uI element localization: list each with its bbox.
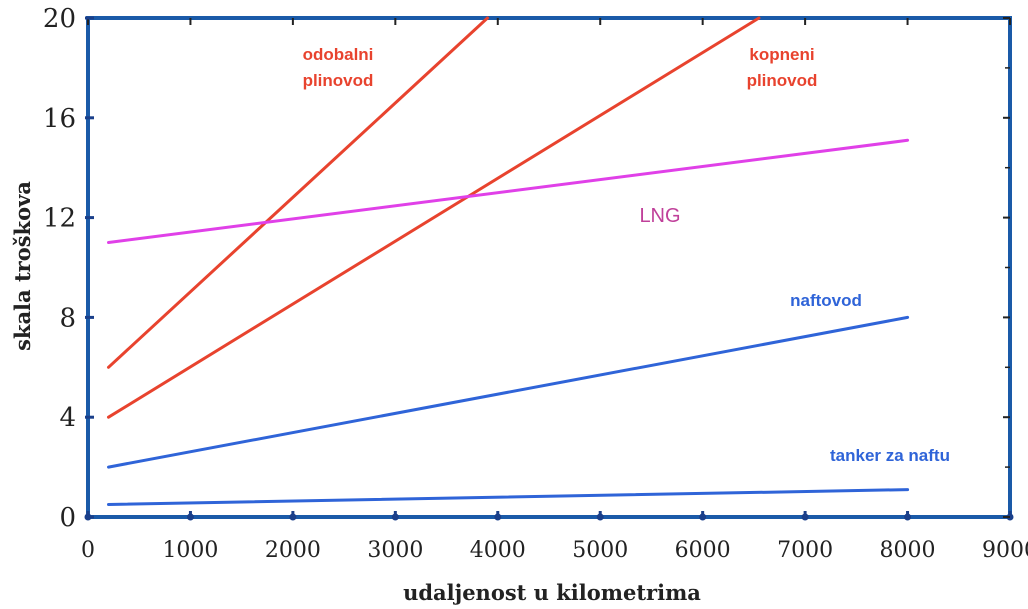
x-tick-dot (699, 513, 707, 521)
series-label-lng: LNG (639, 205, 680, 227)
x-tick-label: 0 (81, 538, 95, 563)
x-tick-dot (186, 513, 194, 521)
plot-frame (86, 16, 1012, 519)
y-axis-title: skala troškova (10, 181, 35, 351)
y-tick-label: 4 (59, 403, 76, 433)
x-tick-dot (494, 513, 502, 521)
series-line-naftovod (107, 315, 910, 469)
series-label-odobalni-plinovod: odobalni plinovod (303, 45, 374, 90)
y-tick-label: 8 (59, 303, 76, 333)
x-tick-dot (801, 513, 809, 521)
series-label-line: LNG (639, 205, 680, 227)
series-label-tanker-za-naftu: tanker za naftu (830, 446, 950, 465)
x-tick-label: 8000 (880, 538, 936, 563)
series-label-line: plinovod (747, 71, 818, 90)
series-line-tanker-za-naftu (107, 488, 910, 506)
series-label-line: tanker za naftu (830, 446, 950, 465)
y-tick-label: 20 (43, 4, 76, 34)
series-label-line: plinovod (303, 71, 374, 90)
x-tick-label: 6000 (675, 538, 731, 563)
series-line-kopneni-plinovod (107, 16, 761, 419)
series-label-line: odobalni (303, 45, 374, 64)
x-tick-label: 1000 (162, 538, 218, 563)
x-tick-dot (904, 513, 912, 521)
x-tick-dot (596, 513, 604, 521)
x-tick-label: 7000 (777, 538, 833, 563)
series-label-line: kopneni (749, 45, 814, 64)
y-tick-label: 16 (43, 104, 76, 134)
x-tick-label: 5000 (572, 538, 628, 563)
series-line-odobalni-plinovod (107, 16, 489, 369)
x-tick-label: 4000 (470, 538, 526, 563)
x-tick-label: 3000 (367, 538, 423, 563)
series-label-naftovod: naftovod (790, 291, 862, 310)
x-tick-dot (289, 513, 297, 521)
series-label-kopneni-plinovod: kopneni plinovod (747, 45, 818, 90)
y-tick-label: 12 (43, 204, 76, 234)
y-tick-label: 0 (59, 503, 76, 533)
series-line-lng (107, 138, 910, 244)
x-tick-dot (391, 513, 399, 521)
x-axis-title: udaljenost u kilometrima (403, 580, 701, 605)
series-label-line: naftovod (790, 291, 862, 310)
x-tick-label: 2000 (265, 538, 321, 563)
